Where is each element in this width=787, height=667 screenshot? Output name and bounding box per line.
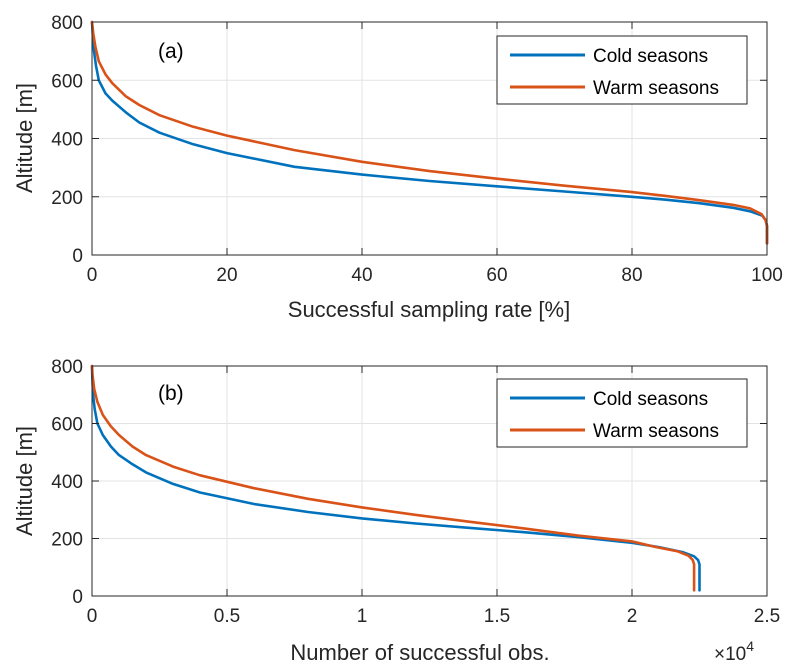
legend-label-warm-b: Warm seasons	[593, 421, 719, 442]
y-tick-label-a: 600	[51, 71, 83, 92]
legend-b: Cold seasons Warm seasons	[496, 378, 748, 448]
x-tick-label-a: 100	[751, 265, 783, 286]
x-tick-label-b: 0	[87, 606, 98, 627]
x-tick-label-b: 2	[627, 606, 638, 627]
y-tick-label-a: 800	[51, 13, 83, 34]
x-tick-label-b: 1	[357, 606, 368, 627]
x-axis-exponent-base: ×10	[714, 644, 746, 665]
legend-label-warm-a: Warm seasons	[593, 78, 719, 99]
ticks-a: 0 20 40 60 80 100 0 200 400 600 800	[51, 13, 783, 286]
chart-panel-b: 0 0.5 1 1.5 2 2.5 0 200 400 600 800 (b) Cold seaso…	[12, 357, 780, 665]
ticks-b: 0 0.5 1 1.5 2 2.5 0 200 400 600 800	[51, 357, 780, 627]
y-tick-label-b: 0	[72, 587, 83, 608]
x-tick-label-a: 80	[621, 265, 642, 286]
warm-seasons-line-b	[90, 364, 696, 592]
y-tick-label-a: 0	[72, 246, 83, 267]
x-tick-label-b: 1.5	[484, 606, 510, 627]
y-tick-label-b: 600	[51, 415, 83, 436]
x-tick-label-a: 20	[216, 265, 237, 286]
x-axis-exponent-label: ×104	[714, 638, 754, 665]
y-tick-label-a: 400	[51, 130, 83, 151]
legend-label-cold-b: Cold seasons	[593, 389, 708, 410]
y-axis-label-b: Altitude [m]	[12, 426, 37, 536]
chart-panel-a: 0 20 40 60 80 100 0 200 400 600 800 (a) Cold seaso…	[12, 13, 783, 322]
x-tick-label-a: 60	[486, 265, 507, 286]
x-axis-label-a: Successful sampling rate [%]	[288, 297, 570, 322]
series-a	[90, 20, 769, 245]
x-tick-label-b: 0.5	[214, 606, 240, 627]
x-tick-label-a: 40	[351, 265, 372, 286]
legend-label-cold-a: Cold seasons	[593, 46, 708, 67]
x-axis-label-b: Number of successful obs.	[290, 640, 549, 665]
warm-seasons-line-a	[90, 20, 769, 245]
legend-box-a	[496, 35, 748, 105]
legend-box-b	[496, 378, 748, 448]
y-tick-label-b: 200	[51, 530, 83, 551]
series-b	[90, 364, 701, 592]
panel-label-a: (a)	[158, 40, 184, 63]
y-tick-label-a: 200	[51, 188, 83, 209]
x-axis-exponent-power: 4	[746, 638, 754, 654]
y-tick-label-b: 400	[51, 472, 83, 493]
legend-a: Cold seasons Warm seasons	[496, 35, 748, 105]
panel-label-b: (b)	[158, 382, 184, 405]
y-axis-label-a: Altitude [m]	[12, 83, 37, 193]
cold-seasons-line-a	[90, 20, 769, 245]
y-tick-label-b: 800	[51, 357, 83, 378]
x-tick-label-b: 2.5	[754, 606, 780, 627]
x-tick-label-a: 0	[87, 265, 98, 286]
